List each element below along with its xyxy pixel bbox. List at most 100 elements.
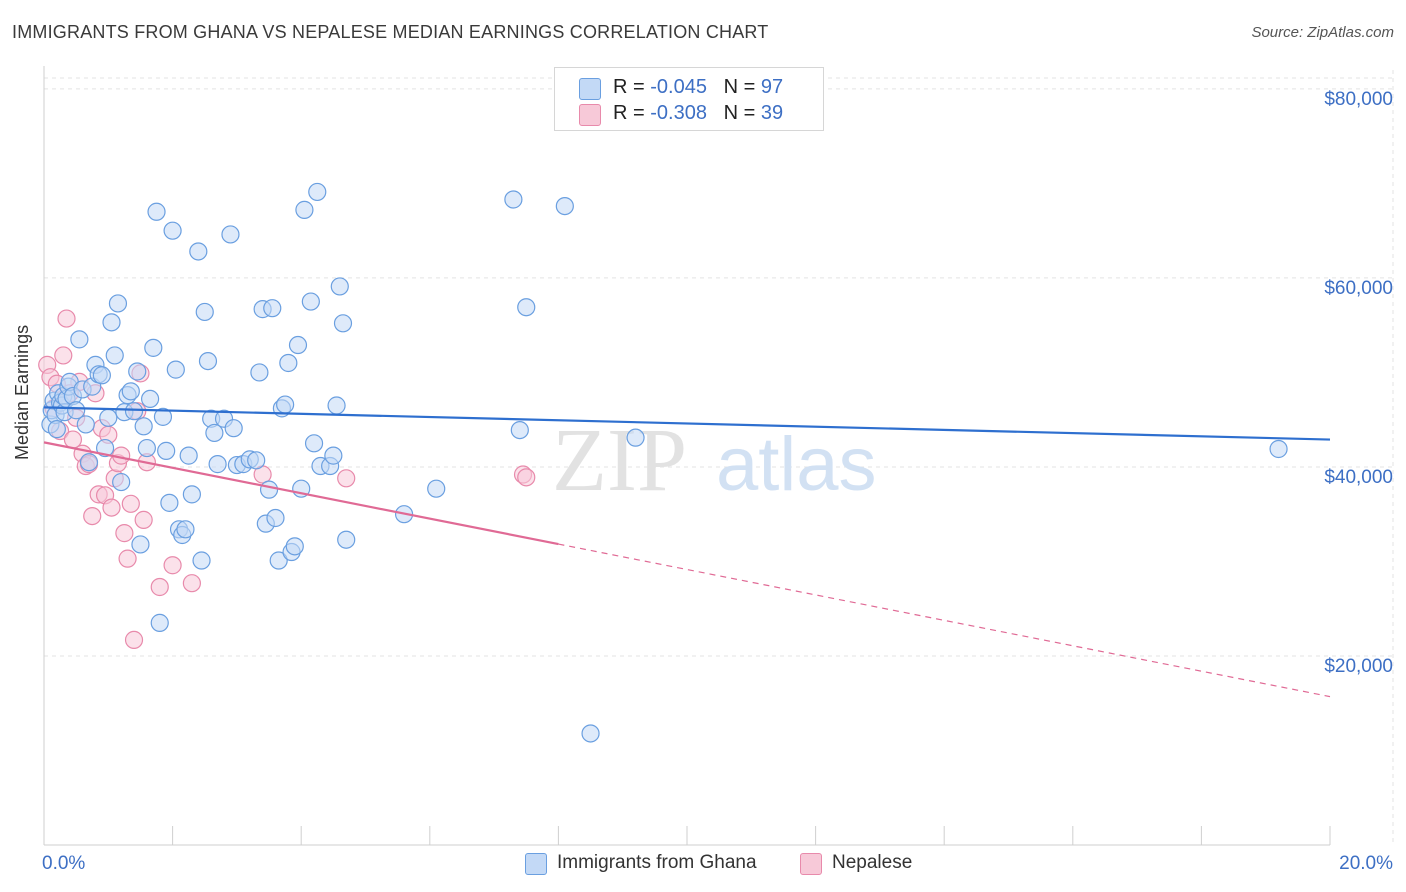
legend-item-label-ghana: Immigrants from Ghana bbox=[557, 852, 757, 873]
ghana-point bbox=[285, 537, 304, 556]
ghana-point bbox=[304, 434, 324, 453]
ghana-point bbox=[198, 351, 218, 371]
nepalese-point bbox=[121, 494, 140, 513]
ghana-point bbox=[205, 423, 224, 443]
nepalese-point bbox=[134, 510, 153, 529]
ghana-point bbox=[327, 396, 346, 415]
watermark: ZIP atlas bbox=[552, 411, 877, 510]
y-tick-label: $60,000 bbox=[1324, 278, 1393, 299]
ghana-point bbox=[427, 479, 446, 498]
ghana-point bbox=[337, 530, 356, 549]
ghana-point bbox=[147, 202, 166, 221]
watermark-zip: ZIP bbox=[552, 411, 687, 510]
ghana-point bbox=[301, 292, 320, 311]
watermark-atlas: atlas bbox=[716, 422, 877, 507]
ghana-point bbox=[47, 420, 66, 439]
ghana-point bbox=[195, 302, 214, 322]
ghana-point bbox=[221, 225, 240, 244]
ghana-point bbox=[581, 724, 600, 743]
legend-n-value-nepalese: 39 bbox=[760, 102, 784, 124]
ghana-point bbox=[510, 420, 529, 440]
ghana-point bbox=[76, 415, 95, 434]
ghana-point bbox=[67, 401, 86, 420]
ghana-point bbox=[157, 441, 176, 460]
x-tick-label: 20.0% bbox=[1339, 853, 1393, 874]
ghana-point bbox=[179, 446, 198, 465]
legend-item-label-nepalese: Nepalese bbox=[832, 852, 913, 873]
ghana-points bbox=[41, 182, 1288, 743]
nepalese-point bbox=[118, 549, 137, 568]
nepalese-point bbox=[337, 469, 356, 488]
ghana-point bbox=[295, 200, 314, 219]
ghana-point bbox=[150, 613, 169, 632]
ghana-point bbox=[308, 182, 327, 202]
legend-n-label-ghana: N = bbox=[723, 76, 761, 98]
ghana-point bbox=[153, 407, 173, 426]
nepalese-point bbox=[182, 574, 201, 593]
trend-lines bbox=[43, 406, 1331, 698]
ghana-point bbox=[224, 419, 243, 438]
ghana-point bbox=[259, 480, 279, 499]
ghana-point bbox=[192, 551, 211, 570]
ghana-point bbox=[176, 520, 195, 539]
legend-r-value-ghana: -0.045 bbox=[650, 76, 707, 98]
ghana-point bbox=[95, 438, 115, 458]
nepalese-point bbox=[150, 577, 169, 597]
ghana-point bbox=[208, 455, 227, 474]
ghana-point bbox=[102, 313, 121, 332]
legend-item-swatch-nepalese bbox=[800, 853, 822, 875]
nepalese-trend-line bbox=[43, 441, 559, 546]
ghana-point bbox=[163, 221, 182, 240]
ghana-point bbox=[182, 485, 201, 504]
legend-r-label-nepalese: R = bbox=[613, 102, 651, 124]
ghana-point bbox=[1269, 439, 1288, 459]
legend-r-label-ghana: R = bbox=[613, 76, 651, 98]
nepalese-point bbox=[83, 506, 102, 526]
y-tick-label: $80,000 bbox=[1324, 89, 1393, 110]
ghana-point bbox=[128, 362, 147, 381]
ghana-point bbox=[124, 402, 144, 421]
ghana-point bbox=[247, 451, 266, 470]
nepalese-point bbox=[517, 468, 536, 487]
ghana-point bbox=[144, 338, 163, 357]
ghana-point bbox=[99, 408, 118, 427]
nepalese-point bbox=[163, 556, 182, 575]
y-tick-label: $40,000 bbox=[1324, 467, 1393, 488]
ghana-point bbox=[626, 428, 645, 447]
ghana-point bbox=[92, 366, 111, 385]
y-axis-label: Median Earnings bbox=[12, 324, 32, 460]
correlation-legend: R = -0.045 N = 97 R = -0.308 N = 39 bbox=[554, 67, 824, 131]
ghana-point bbox=[121, 382, 140, 401]
nepalese-point bbox=[115, 524, 134, 543]
legend-text-nepalese: R = -0.308 N = 39 bbox=[613, 102, 783, 125]
ghana-point bbox=[108, 294, 128, 313]
ghana-point bbox=[555, 196, 574, 216]
legend-item-swatch-ghana bbox=[525, 853, 547, 875]
ghana-point bbox=[276, 395, 295, 414]
ghana-point bbox=[288, 335, 308, 355]
ghana-point bbox=[250, 363, 269, 382]
ghana-point bbox=[263, 299, 282, 318]
ghana-point bbox=[137, 438, 156, 458]
legend-r-value-nepalese: -0.308 bbox=[650, 102, 707, 124]
ghana-point bbox=[105, 346, 124, 365]
ghana-point bbox=[517, 298, 536, 317]
ghana-point bbox=[279, 353, 298, 373]
ghana-point bbox=[79, 453, 99, 472]
nepalese-point bbox=[57, 309, 76, 328]
ghana-point bbox=[333, 314, 353, 333]
legend-swatch-nepalese bbox=[579, 104, 601, 126]
ghana-point bbox=[269, 551, 288, 570]
axes bbox=[43, 66, 1331, 846]
tick-labels: $20,000 $40,000 $60,000 $80,000 0.0% 20.0% bbox=[42, 89, 1393, 874]
nepalese-trend-line-extrapolated bbox=[558, 543, 1331, 698]
source-label: Source: ZipAtlas.com bbox=[1251, 24, 1394, 41]
ghana-point bbox=[134, 417, 153, 436]
ghana-trend-line bbox=[43, 406, 1331, 441]
chart-title: IMMIGRANTS FROM GHANA VS NEPALESE MEDIAN… bbox=[12, 22, 769, 42]
ghana-point bbox=[160, 493, 179, 512]
legend-text-ghana: R = -0.045 N = 97 bbox=[613, 76, 783, 99]
ghana-point bbox=[140, 389, 160, 409]
ghana-point bbox=[330, 277, 349, 296]
